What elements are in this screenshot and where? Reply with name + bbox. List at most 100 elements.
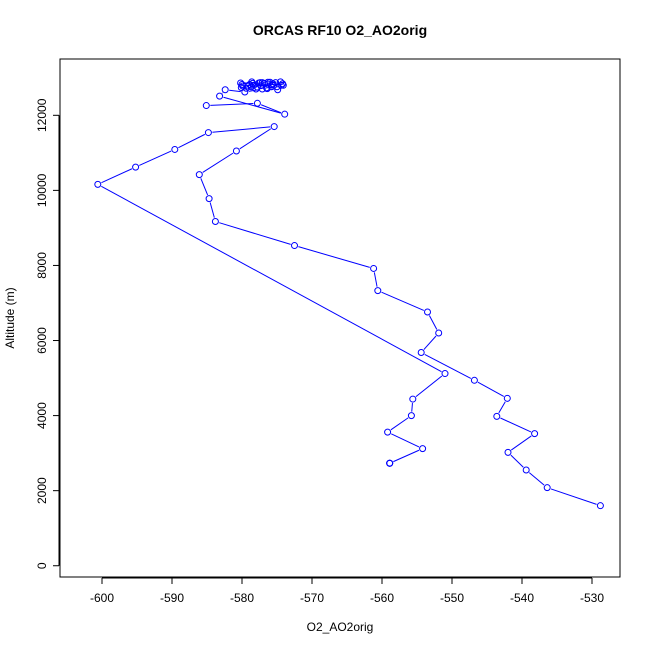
y-tick-label: 6000 xyxy=(35,327,49,354)
x-tick-label: -580 xyxy=(230,591,254,605)
chart-title: ORCAS RF10 O2_AO2orig xyxy=(253,22,427,38)
data-point xyxy=(204,129,212,137)
data-point xyxy=(370,264,378,272)
series-segment xyxy=(411,403,413,412)
series-segment xyxy=(298,246,370,268)
data-point xyxy=(407,412,415,420)
series-segment xyxy=(477,381,505,397)
series-segment xyxy=(229,89,241,93)
series-segment xyxy=(423,335,437,350)
y-tick-label: 4000 xyxy=(35,402,49,429)
data-point xyxy=(244,82,252,90)
data-point xyxy=(248,78,256,86)
series-segment xyxy=(415,375,443,397)
x-tick-label: -550 xyxy=(440,591,464,605)
data-point xyxy=(171,145,179,153)
y-tick-label: 10000 xyxy=(35,173,49,207)
data-point xyxy=(211,218,219,226)
data-series xyxy=(386,459,394,467)
data-point xyxy=(258,79,266,87)
data-point xyxy=(417,349,425,357)
series-segment xyxy=(373,272,378,287)
series-segment xyxy=(510,435,532,451)
x-tick-label: -560 xyxy=(370,591,394,605)
data-point xyxy=(132,163,140,171)
data-point xyxy=(435,329,443,337)
x-tick-label: -590 xyxy=(160,591,184,605)
series-segment xyxy=(393,449,420,463)
data-point xyxy=(384,428,392,436)
series-segment xyxy=(212,126,271,133)
series-segment xyxy=(500,417,532,433)
series-segment xyxy=(209,202,215,218)
series-layer xyxy=(94,78,604,510)
data-point xyxy=(441,370,449,378)
data-point xyxy=(504,448,512,456)
series-segment xyxy=(428,315,438,330)
data-point xyxy=(279,81,287,89)
data-point xyxy=(270,123,278,131)
x-axis: -600 -590 -580 -570 -560 -550 -540 -530 xyxy=(90,577,604,605)
series-segment xyxy=(528,472,545,486)
y-axis: 0 2000 4000 6000 8000 10000 12000 xyxy=(35,98,60,569)
data-point xyxy=(419,445,427,453)
series-segment xyxy=(219,222,291,245)
y-tick-label: 12000 xyxy=(35,98,49,132)
data-point xyxy=(470,376,478,384)
data-point xyxy=(94,180,102,188)
x-tick-label: -540 xyxy=(510,591,534,605)
series-segment xyxy=(200,178,209,196)
series-segment xyxy=(101,168,133,184)
plot-area-frame xyxy=(59,58,621,578)
x-tick-label: -570 xyxy=(300,591,324,605)
series-segment xyxy=(101,185,442,373)
data-point xyxy=(409,395,417,403)
data-point xyxy=(221,86,229,94)
data-point xyxy=(374,287,382,295)
data-point xyxy=(195,171,203,179)
x-tick-label: -530 xyxy=(580,591,604,605)
series-segment xyxy=(223,96,281,114)
series-segment xyxy=(139,150,172,166)
data-point xyxy=(543,484,551,492)
data-point xyxy=(269,80,277,88)
x-axis-label: O2_AO2orig xyxy=(307,620,374,634)
series-segment xyxy=(260,104,282,114)
data-point xyxy=(232,147,240,155)
series-segment xyxy=(390,417,409,431)
data-point xyxy=(252,85,260,93)
data-point xyxy=(241,88,249,96)
data-point xyxy=(424,308,431,316)
data-point xyxy=(216,92,224,100)
series-segment xyxy=(510,454,524,468)
data-point xyxy=(263,85,271,93)
y-tick-label: 0 xyxy=(35,562,49,569)
series-segment xyxy=(178,133,206,149)
data-point xyxy=(386,459,394,467)
series-segment xyxy=(550,488,597,505)
data-point xyxy=(202,102,210,110)
y-tick-label: 8000 xyxy=(35,252,49,279)
data-point xyxy=(503,394,511,402)
data-point xyxy=(291,242,298,250)
data-point xyxy=(237,84,245,92)
y-tick-label: 2000 xyxy=(35,477,49,504)
data-point xyxy=(274,86,282,94)
data-point xyxy=(281,110,289,118)
data-point xyxy=(253,99,261,107)
data-point xyxy=(522,466,530,474)
data-point xyxy=(493,412,501,420)
data-point xyxy=(205,195,213,203)
x-tick-label: -600 xyxy=(90,591,114,605)
data-series xyxy=(202,78,289,118)
y-axis-label: Altitude (m) xyxy=(3,287,17,348)
series-segment xyxy=(202,152,234,173)
data-point xyxy=(253,83,261,91)
data-point xyxy=(277,81,285,89)
series-segment xyxy=(498,401,506,414)
data-series xyxy=(94,123,604,510)
data-point xyxy=(263,84,270,92)
data-point xyxy=(531,430,539,438)
series-segment xyxy=(239,128,272,150)
